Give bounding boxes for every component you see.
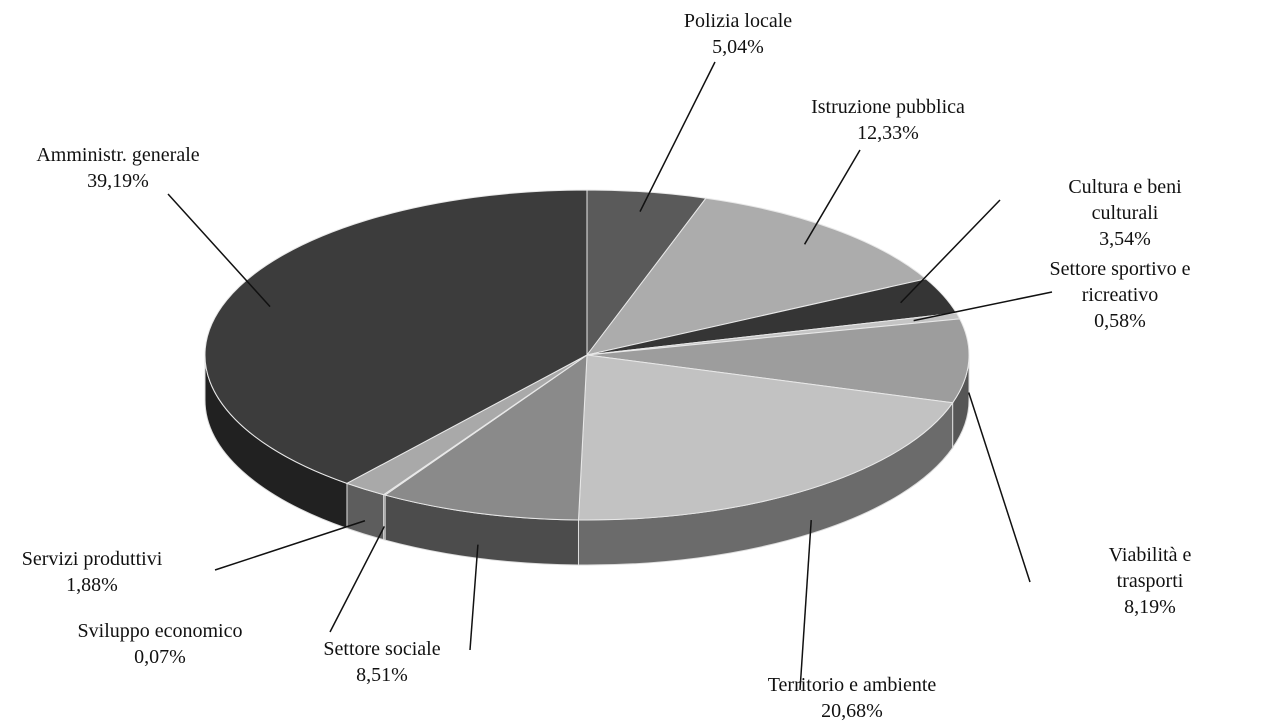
slice-label: Viabilità e trasporti 8,19%: [1094, 542, 1207, 620]
slice: [577, 354, 954, 521]
slice-label: Settore sportivo e ricreativo 0,58%: [1035, 256, 1205, 334]
slice-label: Cultura e beni culturali 3,54%: [1056, 174, 1194, 252]
slice-label: Territorio e ambiente 20,68%: [768, 672, 937, 724]
label-value: 8,51%: [356, 664, 408, 686]
label-value: 3,54%: [1099, 228, 1151, 250]
leader-line: [803, 149, 861, 245]
slice-label: Sviluppo economico 0,07%: [78, 618, 243, 670]
label-name: Istruzione pubblica: [811, 96, 965, 118]
label-value: 5,04%: [712, 36, 764, 58]
slice: [383, 354, 588, 521]
slice-label: Istruzione pubblica 12,33%: [811, 94, 965, 146]
label-value: 8,19%: [1124, 596, 1176, 618]
slice-label: Settore sociale 8,51%: [323, 636, 440, 688]
slice: [585, 197, 928, 356]
label-value: 0,07%: [134, 646, 186, 668]
leader-line: [214, 520, 366, 571]
label-name: Territorio e ambiente: [767, 674, 937, 696]
label-value: 39,19%: [87, 170, 149, 192]
slice: [204, 189, 588, 484]
label-value: 12,33%: [857, 122, 919, 144]
leader-line: [167, 193, 271, 308]
leader-line: [639, 61, 716, 212]
label-value: 0,58%: [1094, 310, 1146, 332]
slice-label: Polizia locale 5,04%: [684, 8, 792, 60]
label-name: Settore sociale: [323, 638, 441, 660]
label-name: Cultura e beni culturali: [1068, 176, 1182, 224]
slice-label: Amministr. generale 39,19%: [36, 142, 199, 194]
label-value: 1,88%: [66, 574, 118, 596]
label-name: Polizia locale: [683, 10, 793, 32]
leader-line: [900, 199, 1001, 304]
label-name: Settore sportivo e ricreativo: [1049, 258, 1191, 306]
label-name: Sviluppo economico: [77, 620, 243, 642]
leader-line: [469, 544, 479, 651]
label-name: Servizi produttivi: [21, 548, 163, 570]
slice: [586, 318, 970, 404]
label-name: Amministr. generale: [36, 144, 200, 166]
leader-line: [968, 392, 1031, 583]
slice-label: Servizi produttivi 1,88%: [22, 546, 163, 598]
label-value: 20,68%: [821, 700, 883, 722]
leader-line: [913, 291, 1053, 322]
leader-line: [329, 526, 386, 633]
leader-line: [799, 520, 812, 691]
label-name: Viabilità e trasporti: [1108, 544, 1192, 592]
